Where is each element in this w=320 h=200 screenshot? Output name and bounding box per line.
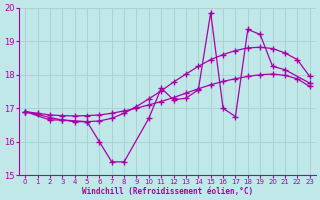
X-axis label: Windchill (Refroidissement éolien,°C): Windchill (Refroidissement éolien,°C) bbox=[82, 187, 253, 196]
